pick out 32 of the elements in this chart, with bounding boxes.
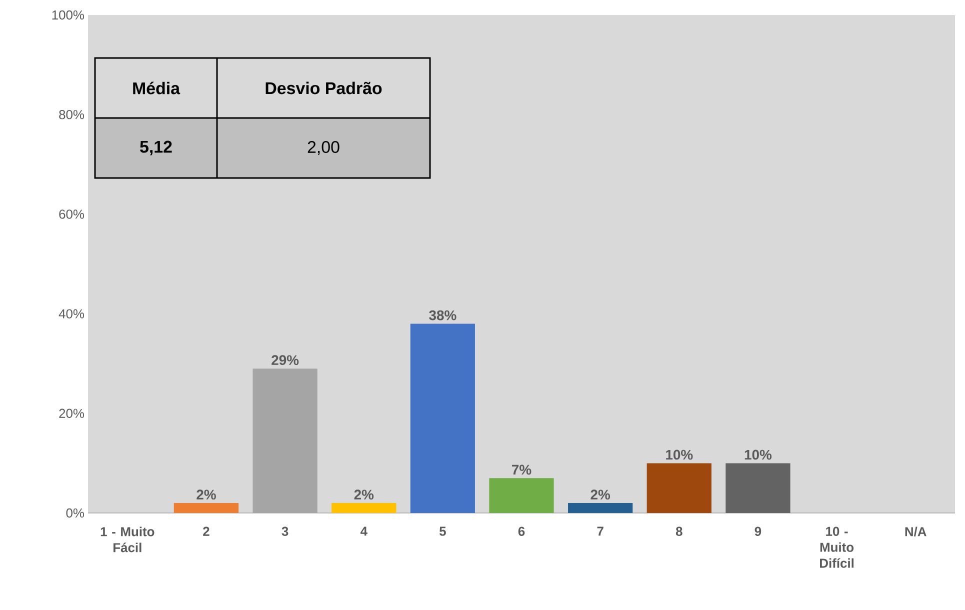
data-label: 2% [354,490,374,500]
x-tick-label: 1 - Muito Fácil [100,526,154,552]
x-tick-label: 9 [754,526,762,536]
bar [489,478,554,513]
bar [646,463,712,513]
data-label: 7% [512,464,532,475]
bar [332,503,396,513]
x-tick-label: 2 [203,526,210,536]
y-tick-label: 40% [58,309,84,318]
y-tick-label: 20% [59,408,84,418]
bar [410,324,475,513]
x-tick-label: 8 [676,526,682,536]
x-tick-label: 10 - Muito Difícil [820,526,854,568]
x-tick-label: 3 [282,526,288,536]
bar [568,503,633,513]
bar [726,463,790,513]
y-tick-label: 100% [52,10,84,20]
x-tick-label: 7 [597,526,604,536]
bar [174,503,239,513]
data-label: 10% [666,450,693,460]
y-tick-label: 80% [59,110,84,120]
y-tick-label: 0% [66,508,84,518]
data-label: 2% [590,490,610,500]
x-tick-label: 5 [439,526,446,536]
data-label: 38% [429,310,456,320]
y-tick-label: 60% [59,210,84,219]
data-label: 29% [272,355,299,366]
data-label: 10% [744,450,772,460]
x-tick-label: 4 [360,526,368,536]
data-label: 2% [196,490,216,500]
x-tick-label: N/A [905,526,926,536]
x-tick-label: 6 [518,526,525,536]
